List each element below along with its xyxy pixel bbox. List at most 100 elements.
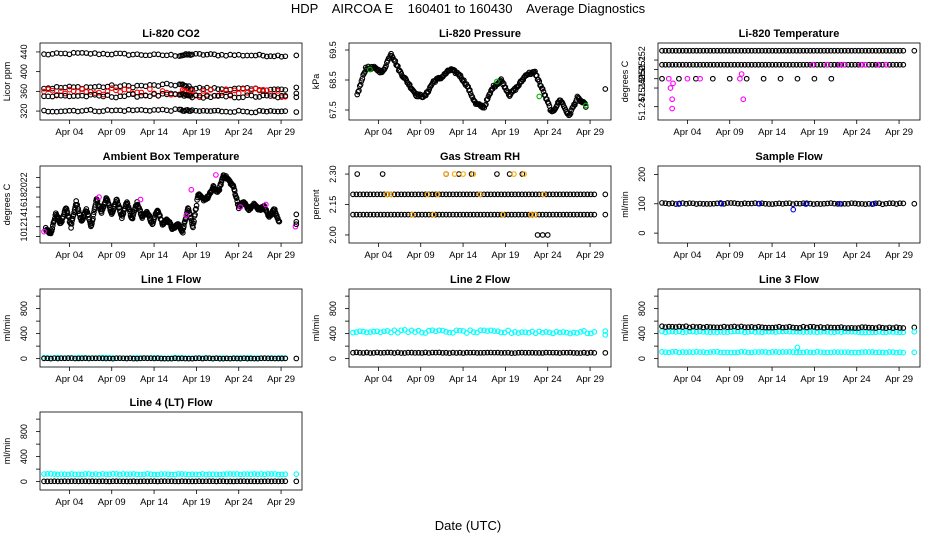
- data-point: [488, 349, 494, 356]
- data-point: [834, 61, 841, 68]
- data-point: [451, 171, 458, 177]
- data-point: [582, 102, 589, 109]
- data-point: [422, 191, 429, 198]
- data-point: [793, 349, 800, 356]
- data-point: [512, 211, 518, 218]
- x-tick-label: Apr 24: [843, 374, 871, 385]
- data-point: [703, 200, 710, 207]
- data-point: [721, 323, 727, 330]
- data-point: [848, 324, 855, 331]
- data-point: [828, 349, 834, 356]
- x-tick-label: Apr 09: [407, 374, 435, 385]
- data-point: [890, 329, 896, 335]
- data-point: [721, 200, 727, 207]
- data-point: [355, 88, 361, 95]
- data-point: [700, 47, 707, 54]
- data-point: [191, 218, 197, 225]
- data-point: [220, 355, 227, 362]
- data-point: [721, 47, 727, 54]
- data-point: [602, 328, 609, 334]
- data-point: [470, 349, 477, 356]
- data-point: [838, 324, 845, 330]
- data-point: [752, 324, 758, 331]
- data-point: [146, 93, 153, 100]
- data-point: [684, 75, 691, 82]
- series-last: [602, 328, 609, 338]
- data-point: [810, 201, 817, 207]
- data-point: [401, 211, 408, 218]
- data-point: [546, 349, 553, 356]
- data-point: [360, 328, 367, 335]
- data-point: [450, 211, 456, 218]
- data-point: [800, 47, 807, 54]
- data-point: [845, 349, 851, 356]
- data-point: [560, 329, 567, 335]
- data-point: [814, 47, 820, 54]
- data-point: [282, 87, 289, 93]
- data-point: [48, 355, 54, 362]
- series-cyan: [41, 470, 289, 478]
- data-point: [807, 329, 814, 335]
- data-point: [848, 47, 855, 54]
- data-point: [49, 225, 56, 232]
- plot-frame: [348, 42, 612, 121]
- data-point: [474, 191, 480, 198]
- data-point: [61, 478, 68, 485]
- data-point: [717, 324, 724, 331]
- data-point: [810, 47, 817, 54]
- data-point: [529, 191, 536, 198]
- series-last-cyan: [911, 328, 918, 356]
- data-point: [553, 191, 560, 198]
- data-point: [900, 61, 907, 68]
- data-point: [134, 355, 140, 362]
- y-tick-label: 2.00: [328, 226, 338, 244]
- data-point: [783, 61, 789, 68]
- data-point: [185, 471, 192, 478]
- data-point: [363, 349, 370, 356]
- data-point: [244, 478, 251, 485]
- data-point: [450, 349, 456, 356]
- x-tick-label: Apr 14: [140, 374, 168, 385]
- data-point: [187, 93, 194, 99]
- x-tick-label: Apr 09: [98, 250, 126, 261]
- data-point: [515, 191, 522, 198]
- data-point: [137, 478, 144, 485]
- data-point: [550, 211, 556, 218]
- data-point: [216, 471, 223, 478]
- data-point: [54, 355, 61, 362]
- chart-title: Ambient Box Temperature: [103, 151, 240, 163]
- data-point: [271, 53, 278, 60]
- data-point: [388, 349, 394, 356]
- data-point: [432, 328, 439, 335]
- data-point: [911, 328, 918, 335]
- data-point: [258, 471, 265, 477]
- data-point: [505, 349, 511, 356]
- data-point: [172, 471, 178, 478]
- y-tick-label: 0: [19, 356, 29, 361]
- data-point: [215, 86, 221, 92]
- data-point: [75, 471, 82, 478]
- data-point: [267, 53, 274, 59]
- data-point: [690, 61, 696, 68]
- data-point: [886, 47, 893, 54]
- data-point: [683, 47, 689, 54]
- data-point: [103, 471, 109, 478]
- data-point: [363, 211, 370, 218]
- data-point: [824, 47, 831, 54]
- data-point: [367, 211, 374, 218]
- data-point: [707, 324, 714, 330]
- data-point: [377, 350, 384, 356]
- data-point: [728, 200, 734, 206]
- x-tick-label: Apr 14: [449, 374, 477, 385]
- data-point: [460, 171, 466, 177]
- data-point: [581, 211, 587, 218]
- data-point: [821, 61, 827, 68]
- data-point: [793, 328, 800, 335]
- data-point: [103, 478, 109, 485]
- data-point: [734, 47, 741, 54]
- data-point: [65, 478, 71, 485]
- data-point: [120, 355, 127, 362]
- data-point: [790, 324, 796, 331]
- data-point: [588, 349, 594, 356]
- data-point: [752, 61, 758, 68]
